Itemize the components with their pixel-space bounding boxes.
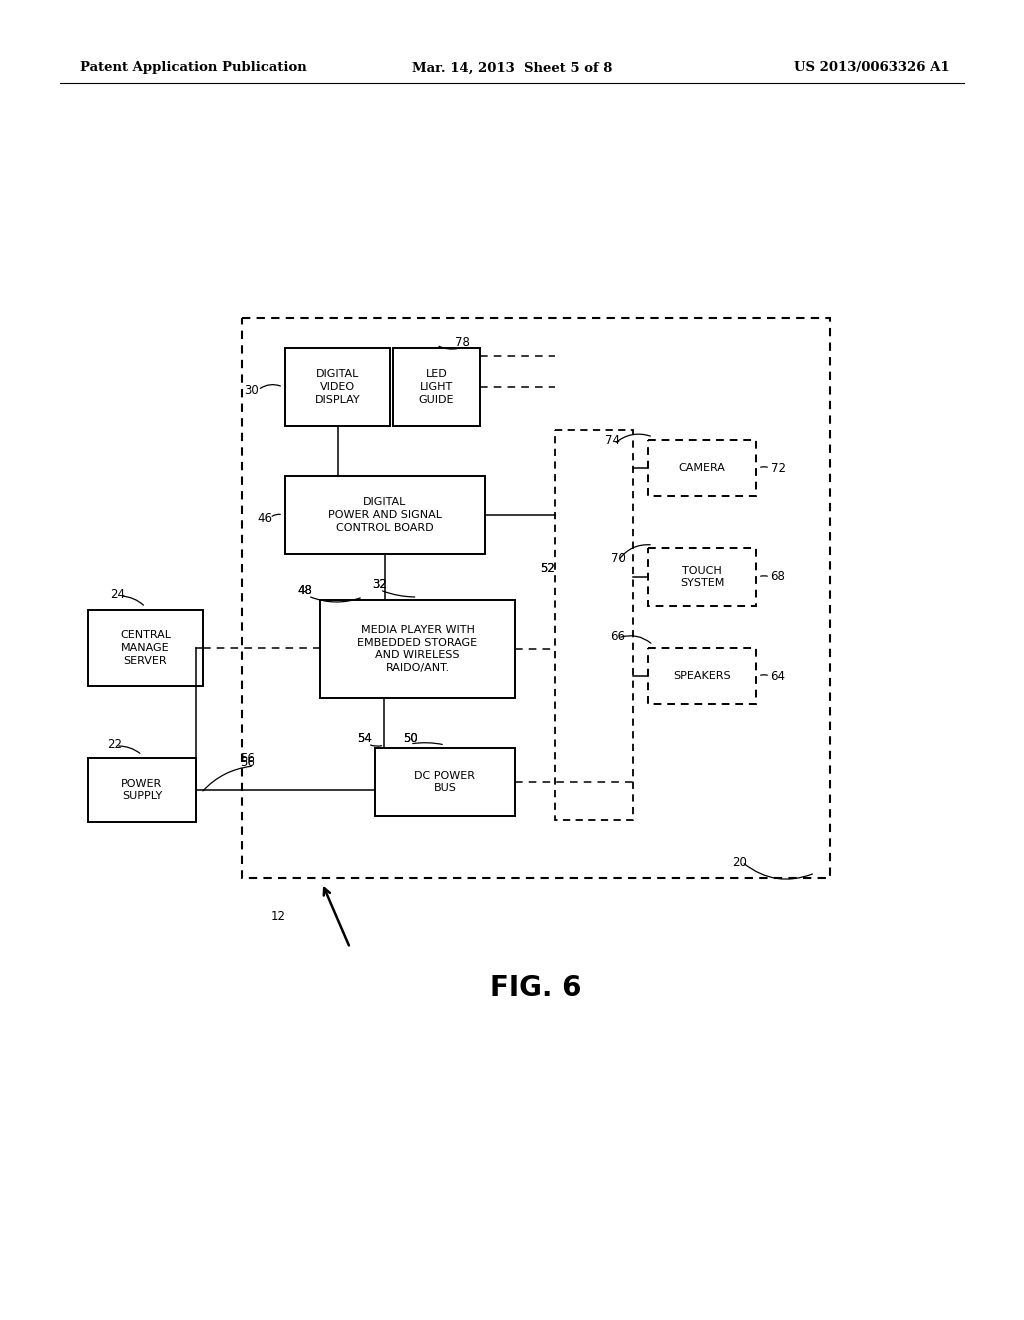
Text: 12: 12 [270, 909, 286, 923]
Text: TOUCH
SYSTEM: TOUCH SYSTEM [680, 565, 724, 589]
Text: 54: 54 [357, 731, 373, 744]
Text: 74: 74 [604, 433, 620, 446]
Text: MEDIA PLAYER WITH
EMBEDDED STORAGE
AND WIRELESS
RAIDO/ANT.: MEDIA PLAYER WITH EMBEDDED STORAGE AND W… [357, 624, 477, 673]
Text: 66: 66 [610, 630, 626, 643]
Text: 32: 32 [373, 578, 387, 590]
Text: DIGITAL
VIDEO
DISPLAY: DIGITAL VIDEO DISPLAY [314, 370, 360, 405]
Bar [242, 318, 830, 878]
Text: Patent Application Publication: Patent Application Publication [80, 62, 307, 74]
Text: 78: 78 [455, 335, 469, 348]
Text: FIG. 6: FIG. 6 [490, 974, 582, 1002]
Text: Mar. 14, 2013  Sheet 5 of 8: Mar. 14, 2013 Sheet 5 of 8 [412, 62, 612, 74]
Bar [648, 548, 756, 606]
Bar [285, 477, 485, 554]
Text: CAMERA: CAMERA [679, 463, 725, 473]
Text: 30: 30 [245, 384, 259, 396]
Bar [375, 748, 515, 816]
Bar [88, 758, 196, 822]
Text: 52: 52 [541, 561, 555, 574]
Bar [285, 348, 390, 426]
Text: 32: 32 [373, 578, 387, 590]
Text: DIGITAL
POWER AND SIGNAL
CONTROL BOARD: DIGITAL POWER AND SIGNAL CONTROL BOARD [328, 498, 442, 533]
Text: 56: 56 [241, 755, 255, 768]
Text: DC POWER
BUS: DC POWER BUS [415, 771, 475, 793]
Text: 52: 52 [541, 561, 555, 574]
Text: 56: 56 [241, 751, 255, 764]
Text: SPEAKERS: SPEAKERS [673, 671, 731, 681]
Text: 50: 50 [402, 731, 418, 744]
Bar [393, 348, 480, 426]
Text: 54: 54 [357, 731, 373, 744]
Text: 50: 50 [402, 731, 418, 744]
Bar [319, 601, 515, 698]
Text: US 2013/0063326 A1: US 2013/0063326 A1 [795, 62, 950, 74]
Text: POWER
SUPPLY: POWER SUPPLY [122, 779, 163, 801]
Bar [648, 648, 756, 704]
Text: 48: 48 [298, 583, 312, 597]
Text: 72: 72 [770, 462, 785, 474]
Text: 70: 70 [610, 552, 626, 565]
Text: 46: 46 [257, 511, 272, 524]
Text: 68: 68 [771, 570, 785, 583]
Bar [555, 430, 633, 820]
Bar [648, 440, 756, 496]
Text: LED
LIGHT
GUIDE: LED LIGHT GUIDE [419, 370, 455, 405]
Text: 24: 24 [111, 587, 126, 601]
Text: 22: 22 [108, 738, 123, 751]
Text: 48: 48 [298, 583, 312, 597]
Bar [88, 610, 203, 686]
Text: 20: 20 [732, 855, 748, 869]
Text: CENTRAL
MANAGE
SERVER: CENTRAL MANAGE SERVER [120, 630, 171, 665]
Text: 64: 64 [770, 669, 785, 682]
